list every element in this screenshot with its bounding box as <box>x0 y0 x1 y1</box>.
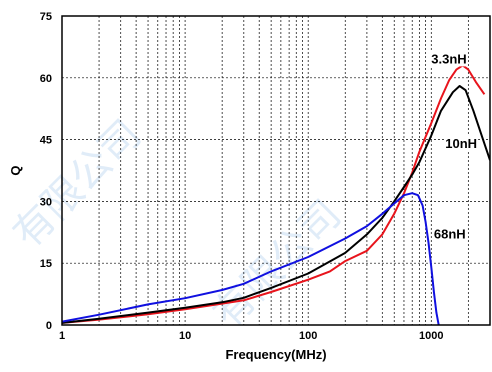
series-label-bg <box>430 51 468 67</box>
x-tick-label: 1 <box>59 330 65 342</box>
y-tick-label: 15 <box>40 258 52 270</box>
x-tick-label: 1000 <box>419 330 443 342</box>
watermark: 有限公司 <box>205 192 349 336</box>
plot-frame <box>61 15 491 326</box>
series-label: 3.3nH <box>431 51 466 66</box>
watermark: 有限公司 <box>5 112 149 256</box>
x-tick-label: 10 <box>179 330 191 342</box>
y-tick-label: 0 <box>46 320 52 332</box>
axis-ticks: 1 10 100 1000 0 15 30 45 60 75 <box>40 11 444 342</box>
x-tick-label: 100 <box>299 330 317 342</box>
series-lines <box>62 64 490 325</box>
series-label-bg <box>432 226 467 242</box>
y-axis-title: Q <box>8 165 23 175</box>
y-tick-label: 45 <box>40 135 52 147</box>
series-labels: 3.3nH 10nH 68nH <box>430 51 479 242</box>
series-label: 10nH <box>445 136 477 151</box>
series-line-68nh <box>62 192 440 325</box>
y-tick-label: 60 <box>40 73 52 85</box>
x-axis-title: Frequency(MHz) <box>225 347 326 362</box>
series-label-bg <box>444 135 479 151</box>
series-line-10nh <box>62 85 490 324</box>
y-tick-label: 30 <box>40 196 52 208</box>
series-line-3-3nh <box>62 64 486 324</box>
series-label: 68nH <box>434 226 466 241</box>
y-tick-label: 75 <box>40 11 52 23</box>
